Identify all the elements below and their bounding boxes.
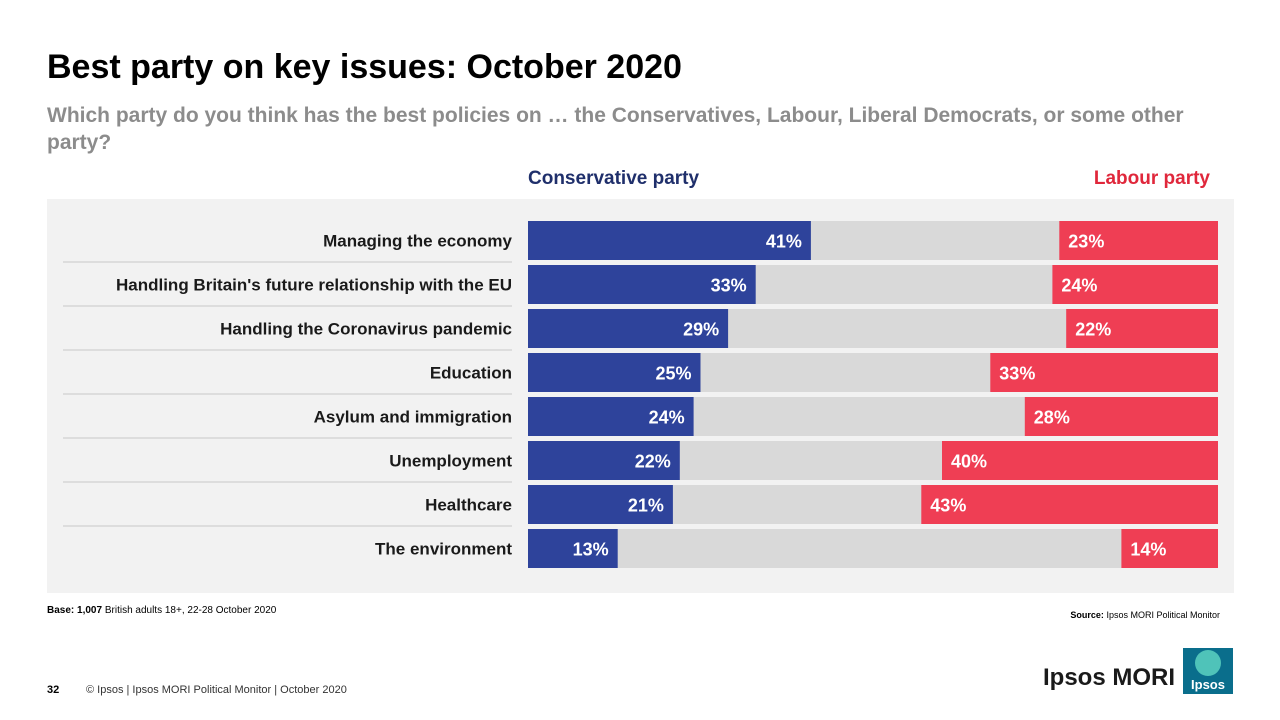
bar-chart: Managing the economy 41% 23% Handling Brita… — [63, 221, 1218, 568]
question-subtitle: Which party do you think has the best po… — [47, 104, 1184, 154]
source-label: Source: — [1070, 610, 1104, 620]
copyright-footer: © Ipsos | Ipsos MORI Political Monitor |… — [86, 684, 347, 696]
conservative-bar — [528, 397, 694, 436]
conservative-bar — [528, 353, 701, 392]
labour-value-label: 43% — [930, 496, 966, 516]
labour-bar — [921, 485, 1218, 524]
labour-bar — [942, 441, 1218, 480]
ipsos-logo: Ipsos — [1183, 648, 1233, 694]
base-note: Base: 1,007 British adults 18+, 22-28 Oc… — [47, 605, 276, 616]
base-count: 1,007 — [77, 605, 103, 616]
category-label: Asylum and immigration — [314, 408, 512, 427]
labour-bar — [990, 353, 1218, 392]
conservative-value-label: 24% — [649, 408, 685, 428]
labour-value-label: 40% — [951, 452, 987, 472]
conservative-bar — [528, 441, 680, 480]
conservative-bar — [528, 309, 729, 348]
conservative-value-label: 25% — [655, 364, 691, 384]
labour-value-label: 24% — [1061, 276, 1097, 296]
chart-panel: Managing the economy 41% 23% Handling Brita… — [47, 199, 1234, 593]
remainder-bar — [528, 529, 1218, 568]
category-label: Handling Britain's future relationship w… — [116, 276, 512, 295]
labour-bar — [1066, 309, 1218, 348]
category-label: Healthcare — [425, 496, 512, 515]
conservative-value-label: 33% — [711, 276, 747, 296]
labour-value-label: 23% — [1068, 232, 1104, 252]
conservative-value-label: 41% — [766, 232, 802, 252]
labour-value-label: 22% — [1075, 320, 1111, 340]
category-label: Handling the Coronavirus pandemic — [220, 320, 512, 339]
base-label: Base: — [47, 605, 75, 616]
labour-bar — [1059, 221, 1218, 260]
source-note: Source: Ipsos MORI Political Monitor — [1070, 610, 1220, 620]
base-text: British adults 18+, 22-28 October 2020 — [104, 605, 277, 616]
category-label: The environment — [375, 540, 512, 559]
conservative-bar — [528, 529, 618, 568]
conservative-bar — [528, 221, 811, 260]
labour-bar — [1024, 397, 1218, 436]
category-label: Unemployment — [389, 452, 512, 471]
labour-value-label: 33% — [999, 364, 1035, 384]
labour-bar — [1121, 529, 1218, 568]
legend-labour: Labour party — [1093, 168, 1210, 189]
labour-value-label: 28% — [1034, 408, 1070, 428]
conservative-bar — [528, 265, 756, 304]
conservative-value-label: 22% — [635, 452, 671, 472]
category-label: Managing the economy — [323, 232, 512, 251]
category-label: Education — [430, 364, 512, 383]
conservative-bar — [528, 485, 673, 524]
conservative-value-label: 29% — [683, 320, 719, 340]
labour-bar — [1052, 265, 1218, 304]
source-text: Ipsos MORI Political Monitor — [1106, 610, 1220, 620]
page-number: 32 — [47, 684, 60, 696]
conservative-value-label: 21% — [628, 496, 664, 516]
logo-head-icon — [1195, 650, 1221, 676]
page-title: Best party on key issues: October 2020 — [47, 48, 682, 86]
logo-text: Ipsos — [1191, 677, 1225, 692]
legend-conservative: Conservative party — [528, 168, 700, 189]
conservative-value-label: 13% — [573, 540, 609, 560]
labour-value-label: 14% — [1130, 540, 1166, 560]
brand-name: Ipsos MORI — [1043, 664, 1176, 691]
